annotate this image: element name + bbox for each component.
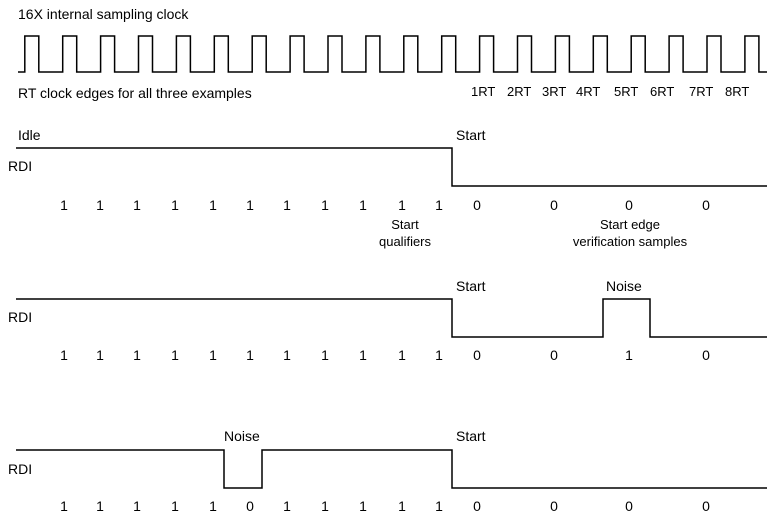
sample-value: 1: [398, 498, 406, 514]
sample-value: 1: [398, 197, 406, 213]
sample-value: 1: [209, 347, 217, 363]
sample-value: 1: [359, 197, 367, 213]
sample-value: 0: [702, 347, 710, 363]
sample-value: 1: [321, 498, 329, 514]
sample-value: 1: [359, 347, 367, 363]
sample-value: 1: [283, 347, 291, 363]
sample-value: 1: [321, 347, 329, 363]
clock-title: 16X internal sampling clock: [18, 6, 189, 22]
rt-label: 6RT: [650, 84, 674, 99]
sample-value: 1: [60, 347, 68, 363]
rdi-label-3: RDI: [8, 461, 32, 477]
sample-value: 1: [283, 197, 291, 213]
rdi-waveform-2: [16, 298, 767, 338]
sample-value: 0: [246, 498, 254, 514]
noise-label-2: Noise: [606, 278, 642, 294]
rt-label: 7RT: [689, 84, 713, 99]
start-label-1: Start: [456, 127, 486, 143]
rt-label: 5RT: [614, 84, 638, 99]
sample-row-3: 1 1 1 1 1 0 1 1 1 1 1 0 0 0 0: [60, 498, 710, 514]
verification-line2: verification samples: [573, 234, 688, 249]
sample-value: 0: [625, 197, 633, 213]
sample-value: 1: [283, 498, 291, 514]
sample-value: 0: [473, 197, 481, 213]
sample-row-1: 1 1 1 1 1 1 1 1 1 1 1 0 0 0 0: [60, 197, 710, 213]
clock-waveform: [18, 35, 767, 73]
sample-value: 1: [60, 498, 68, 514]
sample-value: 1: [321, 197, 329, 213]
sample-value: 1: [398, 347, 406, 363]
sample-value: 1: [209, 197, 217, 213]
sample-value: 1: [435, 347, 443, 363]
sample-value: 1: [171, 498, 179, 514]
sample-value: 1: [209, 498, 217, 514]
rdi-label-2: RDI: [8, 309, 32, 325]
sample-value: 1: [359, 498, 367, 514]
rt-label: 4RT: [576, 84, 600, 99]
rt-label: 3RT: [542, 84, 566, 99]
sample-value: 1: [435, 498, 443, 514]
rdi-label-1: RDI: [8, 158, 32, 174]
start-label-3: Start: [456, 428, 486, 444]
sample-value: 1: [133, 498, 141, 514]
sample-value: 0: [702, 197, 710, 213]
verification-line1: Start edge: [600, 217, 660, 232]
sample-value: 1: [246, 347, 254, 363]
sample-value: 1: [60, 197, 68, 213]
sample-value: 1: [96, 347, 104, 363]
sample-value: 0: [473, 498, 481, 514]
sample-value: 1: [171, 197, 179, 213]
sample-value: 1: [435, 197, 443, 213]
sample-value: 1: [133, 347, 141, 363]
noise-label-3: Noise: [224, 428, 260, 444]
sample-value: 1: [246, 197, 254, 213]
start-qualifiers-line1: Start: [391, 217, 419, 232]
rt-label: 2RT: [507, 84, 531, 99]
rt-label: 8RT: [725, 84, 749, 99]
idle-label: Idle: [18, 127, 41, 143]
rt-label-group: 1RT 2RT 3RT 4RT 5RT 6RT 7RT 8RT: [471, 84, 749, 99]
sample-value: 1: [133, 197, 141, 213]
sample-value: 1: [171, 347, 179, 363]
clock-caption: RT clock edges for all three examples: [18, 85, 252, 101]
sample-value: 1: [625, 347, 633, 363]
sample-value: 0: [473, 347, 481, 363]
sample-value: 0: [625, 498, 633, 514]
sample-value: 1: [96, 197, 104, 213]
rdi-waveform-1: [16, 147, 767, 187]
sample-value: 0: [550, 347, 558, 363]
rt-label: 1RT: [471, 84, 495, 99]
sample-value: 1: [96, 498, 104, 514]
start-qualifiers-line2: qualifiers: [379, 234, 432, 249]
sample-value: 0: [550, 498, 558, 514]
sample-value: 0: [550, 197, 558, 213]
sample-row-2: 1 1 1 1 1 1 1 1 1 1 1 0 0 1 0: [60, 347, 710, 363]
start-label-2: Start: [456, 278, 486, 294]
rdi-waveform-3: [16, 449, 767, 489]
sample-value: 0: [702, 498, 710, 514]
